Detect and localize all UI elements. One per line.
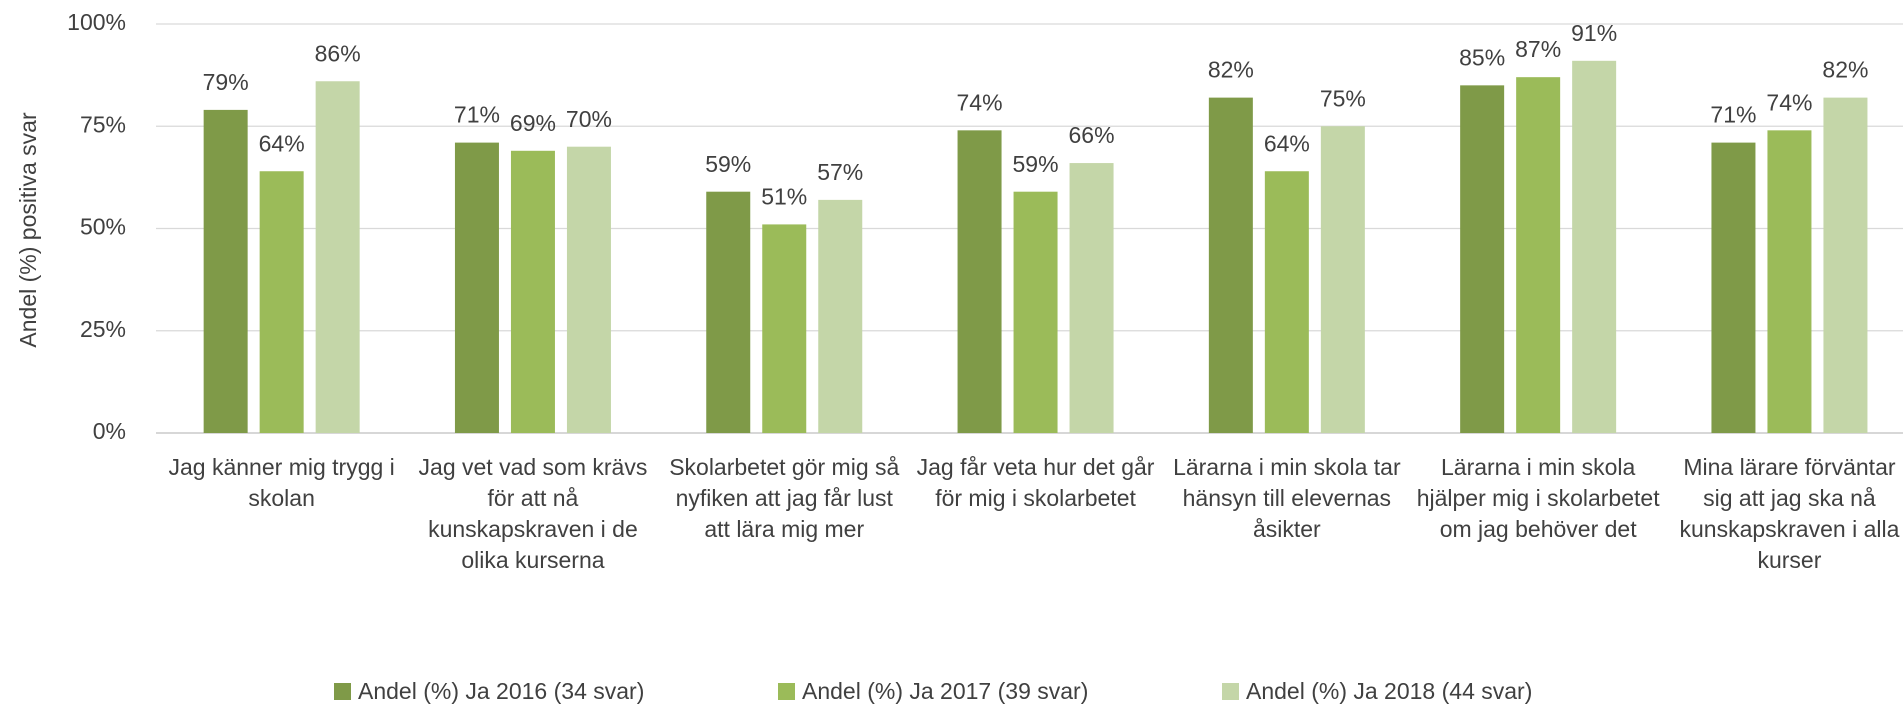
data-label: 86% [315, 40, 361, 66]
data-label: 87% [1515, 36, 1561, 62]
bar [566, 146, 611, 433]
bar [259, 171, 304, 434]
data-label: 82% [1208, 57, 1254, 83]
legend-swatch [1222, 683, 1239, 700]
bar [1069, 163, 1114, 433]
legend-swatch [778, 683, 795, 700]
x-tick-label: Skolarbetet gör mig så nyfiken att jag f… [669, 454, 900, 542]
data-label: 70% [566, 106, 612, 132]
data-label: 85% [1459, 44, 1505, 70]
bar [1711, 142, 1756, 434]
data-label: 91% [1571, 20, 1617, 46]
x-tick-label: Lärarna i min skola hjälper mig i skolar… [1416, 454, 1660, 542]
data-label: 57% [817, 159, 863, 185]
y-tick-label: 0% [93, 418, 126, 444]
x-tick-label: Mina lärare förväntar sig att jag ska nå… [1679, 454, 1900, 573]
data-label: 59% [1013, 151, 1059, 177]
bar [818, 199, 863, 433]
data-label: 71% [1710, 102, 1756, 128]
data-label: 51% [761, 183, 807, 209]
bar [1013, 191, 1058, 433]
bar [1516, 77, 1561, 434]
bar [315, 81, 360, 433]
y-axis-title: Andel (%) positiva svar [15, 112, 41, 348]
bar [706, 191, 751, 433]
y-tick-label: 50% [80, 214, 126, 240]
data-label: 74% [957, 89, 1003, 115]
x-tick-label: Jag får veta hur det går för mig i skola… [916, 454, 1155, 511]
y-tick-label: 75% [80, 111, 126, 137]
data-label: 74% [1766, 89, 1812, 115]
data-label: 64% [259, 130, 305, 156]
data-label: 64% [1264, 130, 1310, 156]
legend-label: Andel (%) Ja 2016 (34 svar) [358, 678, 644, 704]
bar [1460, 85, 1505, 433]
data-label: 75% [1320, 85, 1366, 111]
legend-swatch [334, 683, 351, 700]
bar [762, 224, 807, 433]
bar [203, 109, 248, 433]
bar [1208, 97, 1253, 434]
bar [510, 150, 555, 434]
bar [1572, 60, 1617, 434]
x-tick-label: Lärarna i min skola tar hänsyn till elev… [1173, 454, 1401, 542]
data-label: 79% [203, 69, 249, 95]
bar [1823, 97, 1868, 434]
bar [1264, 171, 1309, 434]
y-tick-label: 100% [67, 9, 126, 35]
bar [454, 142, 499, 434]
x-tick-label: Jag vet vad som krävs för att nå kunskap… [418, 454, 648, 573]
x-tick-label: Jag känner mig trygg i skolan [168, 454, 395, 511]
data-label: 69% [510, 110, 556, 136]
legend-label: Andel (%) Ja 2018 (44 svar) [1246, 678, 1532, 704]
legend-label: Andel (%) Ja 2017 (39 svar) [802, 678, 1088, 704]
data-label: 82% [1822, 57, 1868, 83]
data-label: 66% [1069, 122, 1115, 148]
bar [957, 130, 1002, 433]
bar [1767, 130, 1812, 433]
y-tick-label: 25% [80, 316, 126, 342]
data-label: 71% [454, 102, 500, 128]
data-label: 59% [705, 151, 751, 177]
bar [1320, 126, 1365, 433]
